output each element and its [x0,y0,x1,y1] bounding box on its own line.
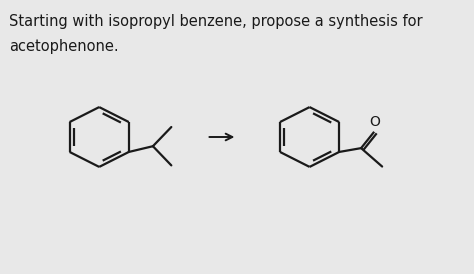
Text: acetophenone.: acetophenone. [9,39,119,54]
Text: Starting with isopropyl benzene, propose a synthesis for: Starting with isopropyl benzene, propose… [9,14,423,29]
Text: O: O [370,115,381,129]
